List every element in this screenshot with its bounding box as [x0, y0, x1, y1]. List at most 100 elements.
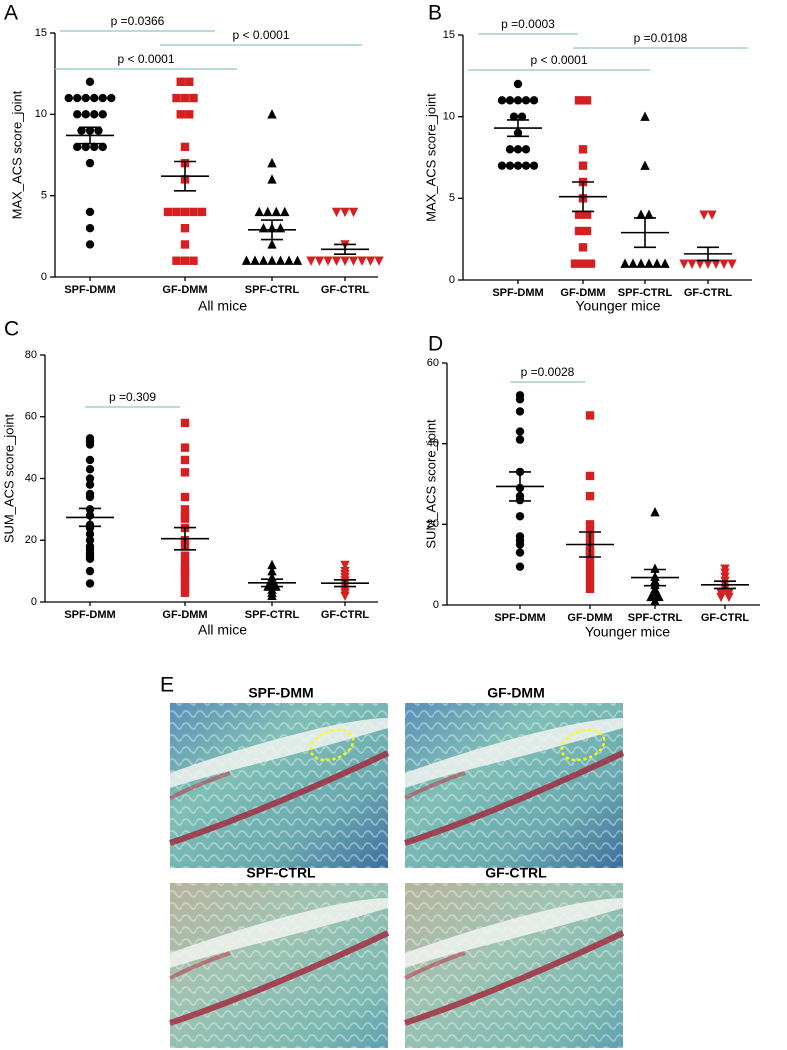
- x-tick-label: SPF-CTRL: [618, 287, 673, 299]
- dot: [81, 110, 90, 119]
- dot: [180, 468, 190, 477]
- y-tick-label: 20: [25, 534, 37, 546]
- dot: [85, 554, 95, 563]
- dot: [267, 174, 277, 184]
- dot: [180, 224, 190, 233]
- panel-label: A: [4, 2, 18, 25]
- dot: [515, 427, 525, 436]
- x-tick-label: GF-DMM: [162, 284, 207, 296]
- cartilage-band: [169, 750, 390, 846]
- y-tick-label: 15: [443, 29, 455, 41]
- x-tick-label: SPF-DMM: [64, 609, 115, 621]
- x-tick-label: GF-CTRL: [321, 284, 370, 296]
- dot: [263, 206, 273, 217]
- x-tick-label: SPF-CTRL: [628, 612, 683, 624]
- y-tick-label: 15: [35, 27, 47, 39]
- dot: [515, 407, 525, 416]
- dot: [172, 207, 181, 217]
- dot: [509, 112, 519, 121]
- dot: [180, 240, 190, 249]
- dot: [585, 471, 595, 481]
- dot: [652, 258, 662, 268]
- dot: [529, 96, 539, 105]
- panel-e: E SPF-DMM GF-DMM SPF-CTRL GF-CTRL: [160, 674, 625, 1048]
- p-value: p =0.0003: [501, 17, 555, 31]
- error-bar: [79, 507, 101, 528]
- joint-space: [170, 718, 388, 788]
- dot: [180, 492, 190, 502]
- y-tick-label: 0: [41, 271, 47, 283]
- dot: [180, 142, 190, 152]
- y-tick-label: 0: [31, 596, 37, 608]
- dot: [357, 256, 367, 266]
- error-bar: [644, 568, 666, 587]
- dot: [650, 563, 660, 573]
- dot: [505, 145, 515, 154]
- dot: [85, 529, 95, 539]
- cartilage-band: [404, 930, 625, 1026]
- y-axis-label: MAX_ACS score_joint: [9, 90, 24, 219]
- dot: [513, 161, 523, 170]
- y-axis-label: SUM_ACS score_joint: [1, 413, 16, 543]
- cartilage-band: [169, 771, 231, 800]
- dot: [185, 77, 194, 86]
- dot: [85, 440, 95, 449]
- dot: [585, 568, 595, 577]
- joint-space: [405, 898, 623, 968]
- x-tick-label: SPF-DMM: [492, 287, 543, 299]
- dot: [189, 93, 198, 103]
- x-axis-label: All mice: [198, 298, 247, 314]
- dot: [267, 239, 277, 249]
- dot: [724, 592, 734, 603]
- dot: [85, 480, 95, 489]
- x-axis-label: All mice: [198, 622, 247, 638]
- dot: [515, 512, 525, 521]
- error-bar: [261, 219, 283, 241]
- dot: [73, 110, 82, 119]
- dot: [585, 411, 595, 420]
- dot: [197, 207, 207, 217]
- lesion-marker: [309, 728, 355, 762]
- error-bar: [79, 126, 101, 145]
- dot: [578, 243, 588, 252]
- dot: [585, 576, 595, 585]
- x-tick-label: SPF-CTRL: [245, 609, 300, 621]
- y-tick-label: 60: [427, 357, 439, 369]
- dot: [250, 255, 260, 265]
- dot: [365, 256, 376, 266]
- x-tick-label: SPF-DMM: [494, 612, 545, 624]
- dot: [176, 110, 185, 119]
- dot: [189, 207, 198, 217]
- x-tick-label: SPF-CTRL: [245, 284, 300, 296]
- dot: [267, 255, 277, 265]
- dot: [90, 142, 99, 152]
- joint-space: [405, 718, 623, 788]
- image-title: SPF-DMM: [248, 685, 313, 701]
- dot: [172, 93, 181, 103]
- x-axis-label: Younger mice: [585, 624, 670, 640]
- dot: [340, 207, 350, 218]
- y-tick-label: 60: [25, 411, 37, 423]
- y-tick-label: 5: [449, 192, 455, 204]
- error-bar: [579, 531, 601, 558]
- error-bar: [174, 160, 196, 192]
- dot: [515, 395, 525, 404]
- p-value: p =0.309: [109, 390, 156, 404]
- dot: [644, 258, 654, 268]
- y-tick-label: 10: [35, 108, 47, 120]
- panel-label: D: [428, 333, 443, 356]
- dot: [267, 157, 277, 168]
- p-value: p < 0.0001: [530, 53, 587, 67]
- p-value: p =0.0028: [521, 365, 575, 379]
- dot: [180, 551, 190, 560]
- dot: [340, 256, 350, 266]
- x-tick-label: GF-DMM: [567, 612, 612, 624]
- dot: [85, 207, 95, 217]
- dot: [241, 255, 252, 265]
- dot: [727, 259, 737, 269]
- dot: [505, 96, 515, 105]
- dot: [515, 435, 525, 444]
- dot: [98, 110, 107, 119]
- dot: [85, 455, 95, 465]
